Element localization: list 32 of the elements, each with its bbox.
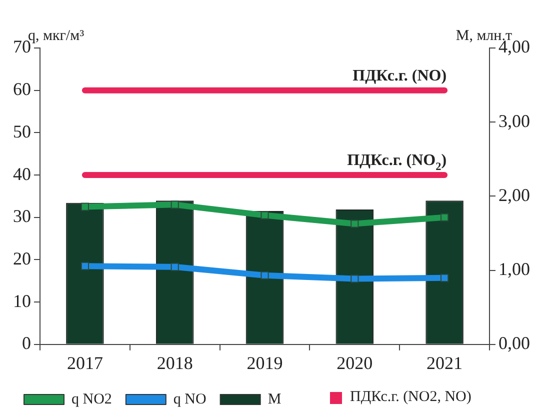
point: [440, 213, 449, 222]
y-tick-label: 20: [13, 248, 31, 268]
point: [80, 262, 89, 270]
y-tick-label: 60: [13, 79, 31, 100]
point: [260, 211, 269, 220]
text: ПДКс.г. (NO2, NO): [350, 389, 472, 406]
y-tick-label: 40: [13, 164, 31, 184]
x-tick-label: 2019: [246, 352, 283, 373]
y-tick-label: 10: [13, 290, 31, 311]
legend-label: М: [268, 391, 282, 408]
point: [80, 202, 89, 211]
legend-label: q NO2: [72, 391, 112, 408]
point: [350, 220, 359, 228]
ref-line-label: ПДКс.г. (NO): [352, 67, 447, 84]
point: [260, 271, 269, 280]
point: [170, 200, 179, 209]
x-tick-label: 2018: [156, 352, 193, 373]
y-tick-label: 50: [13, 121, 31, 142]
point: [440, 274, 449, 282]
y2-tick-label: 1,00: [498, 259, 530, 280]
legend-label: q NO: [173, 391, 206, 408]
x-tick-label: 2017: [66, 352, 103, 373]
y-tick-label: 0: [22, 333, 31, 354]
y-tick-label: 30: [13, 206, 31, 226]
point: [350, 274, 359, 283]
y2-tick-label: 0,00: [498, 333, 530, 354]
y-axis-title: q, мкг/м³: [28, 28, 85, 44]
point: [170, 262, 179, 271]
y2-tick-label: 3,00: [498, 110, 530, 131]
x-tick-label: 2021: [426, 352, 463, 373]
x-tick-label: 2020: [336, 352, 373, 373]
y2-tick-label: 2,00: [498, 184, 530, 205]
